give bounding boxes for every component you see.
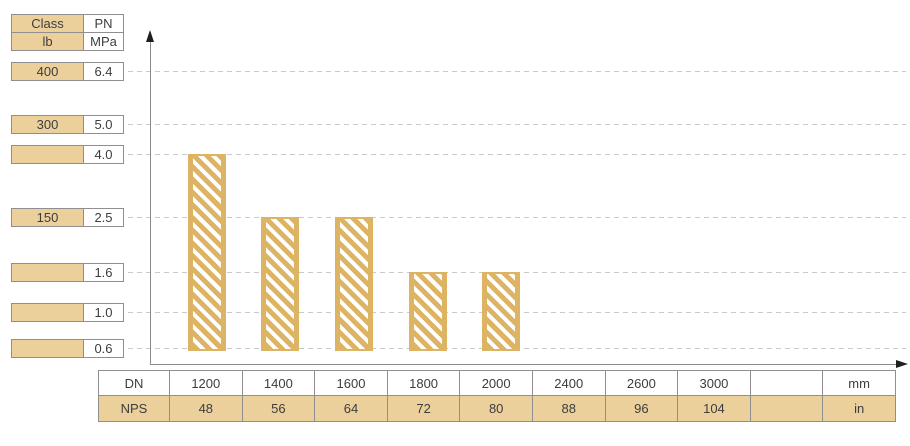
pn-cell: 0.6 xyxy=(83,339,124,358)
gridline-4.0 xyxy=(128,154,906,155)
class-cell xyxy=(11,339,84,358)
dn-cell: 3000 xyxy=(677,370,751,397)
class-cell xyxy=(11,145,84,164)
class-cell xyxy=(11,263,84,282)
class-cell: lb xyxy=(11,32,84,51)
nps-cell: in xyxy=(822,395,896,422)
nps-cell: 56 xyxy=(241,395,316,422)
gridline-5.0 xyxy=(128,124,906,125)
dn-cell: 1600 xyxy=(314,370,388,397)
nps-cell: 88 xyxy=(531,395,606,422)
nps-cell: 72 xyxy=(386,395,461,422)
dn-cell: mm xyxy=(822,370,896,397)
nps-cell: 80 xyxy=(459,395,533,422)
pn-cell: MPa xyxy=(83,32,124,51)
pn-cell: 1.6 xyxy=(83,263,124,282)
dn-cell: 1200 xyxy=(169,370,243,397)
x-axis xyxy=(150,364,898,365)
class-cell: 300 xyxy=(11,115,84,134)
bar-dn-1400 xyxy=(261,217,300,351)
dn-cell: 2000 xyxy=(459,370,533,397)
bar-dn-2000 xyxy=(482,272,521,351)
dn-cell: 1800 xyxy=(386,370,461,397)
dn-cell: DN xyxy=(98,370,170,397)
pn-cell: 4.0 xyxy=(83,145,124,164)
nps-row: NPS 48 56 64 72 80 88 96 104 in xyxy=(98,395,896,422)
class-cell: 400 xyxy=(11,62,84,81)
dn-cell: 1400 xyxy=(241,370,316,397)
bar-dn-1800 xyxy=(408,272,447,351)
x-axis-arrow-icon xyxy=(896,360,908,368)
nps-cell: NPS xyxy=(98,395,170,422)
nps-cell: 48 xyxy=(169,395,243,422)
nps-cell: 104 xyxy=(677,395,751,422)
pn-cell: 2.5 xyxy=(83,208,124,227)
nps-cell: 96 xyxy=(604,395,679,422)
pn-cell: 6.4 xyxy=(83,62,124,81)
nps-cell xyxy=(749,395,824,422)
class-cell: Class xyxy=(11,14,84,33)
pn-cell: 1.0 xyxy=(83,303,124,322)
dn-cell: 2400 xyxy=(531,370,606,397)
pn-cell: PN xyxy=(83,14,124,33)
bar-dn-1600 xyxy=(335,217,373,351)
class-cell: 150 xyxy=(11,208,84,227)
nps-cell: 64 xyxy=(314,395,388,422)
class-cell xyxy=(11,303,84,322)
dn-row: DN 1200 1400 1600 1800 2000 2400 2600 3000 mm xyxy=(98,370,896,397)
pn-cell: 5.0 xyxy=(83,115,124,134)
gridline-6.4 xyxy=(128,71,906,72)
dn-cell xyxy=(749,370,824,397)
y-axis xyxy=(150,40,151,364)
bar-dn-1200 xyxy=(187,154,226,351)
dn-cell: 2600 xyxy=(604,370,679,397)
gridline-2.5 xyxy=(128,217,906,218)
y-axis-arrow-icon xyxy=(146,30,154,42)
